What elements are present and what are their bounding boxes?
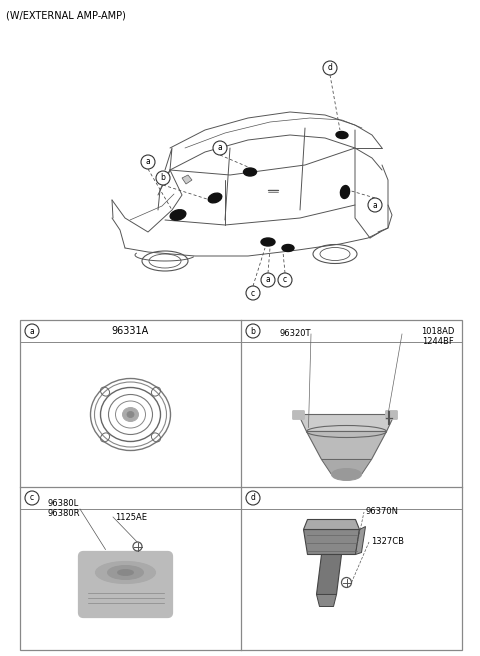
Ellipse shape xyxy=(208,193,222,203)
Polygon shape xyxy=(303,529,360,554)
Text: c: c xyxy=(283,276,287,285)
Ellipse shape xyxy=(243,168,256,176)
Text: 1018AD: 1018AD xyxy=(420,327,454,337)
Ellipse shape xyxy=(282,245,294,251)
Text: c: c xyxy=(30,493,34,502)
Polygon shape xyxy=(356,527,365,554)
Ellipse shape xyxy=(96,562,156,583)
Circle shape xyxy=(25,491,39,505)
Text: (W/EXTERNAL AMP-AMP): (W/EXTERNAL AMP-AMP) xyxy=(6,10,126,20)
Circle shape xyxy=(368,198,382,212)
Ellipse shape xyxy=(108,565,144,579)
Circle shape xyxy=(246,324,260,338)
Text: 96380L: 96380L xyxy=(48,499,79,508)
Circle shape xyxy=(278,273,292,287)
Circle shape xyxy=(133,542,142,551)
Text: 1125AE: 1125AE xyxy=(115,512,147,522)
Text: 96331A: 96331A xyxy=(112,326,149,336)
Text: 1327CB: 1327CB xyxy=(371,537,404,546)
Text: 96380R: 96380R xyxy=(48,508,81,518)
Ellipse shape xyxy=(122,407,139,422)
Text: a: a xyxy=(217,144,222,152)
Ellipse shape xyxy=(332,468,361,480)
Circle shape xyxy=(246,491,260,505)
FancyBboxPatch shape xyxy=(385,411,397,419)
Text: c: c xyxy=(251,289,255,298)
Text: b: b xyxy=(161,173,166,182)
Text: b: b xyxy=(251,327,255,335)
Polygon shape xyxy=(316,554,341,594)
Bar xyxy=(20,320,462,650)
FancyBboxPatch shape xyxy=(292,411,304,419)
Text: a: a xyxy=(145,157,150,167)
FancyBboxPatch shape xyxy=(79,552,172,617)
Polygon shape xyxy=(322,459,372,474)
Text: 1244BF: 1244BF xyxy=(422,337,454,346)
Circle shape xyxy=(213,141,227,155)
Polygon shape xyxy=(299,415,395,432)
Polygon shape xyxy=(182,175,192,184)
Ellipse shape xyxy=(340,186,349,199)
Circle shape xyxy=(341,577,351,588)
Ellipse shape xyxy=(127,411,134,417)
Text: a: a xyxy=(30,327,35,335)
Circle shape xyxy=(246,286,260,300)
Circle shape xyxy=(25,324,39,338)
Text: 96320T: 96320T xyxy=(279,329,311,338)
Text: d: d xyxy=(251,493,255,502)
Circle shape xyxy=(141,155,155,169)
Circle shape xyxy=(261,273,275,287)
Polygon shape xyxy=(316,594,336,607)
Ellipse shape xyxy=(170,210,186,220)
Polygon shape xyxy=(303,520,360,529)
Text: 96370N: 96370N xyxy=(366,508,399,516)
Circle shape xyxy=(156,171,170,185)
Polygon shape xyxy=(307,432,386,459)
Circle shape xyxy=(323,61,337,75)
Text: d: d xyxy=(327,64,333,73)
Ellipse shape xyxy=(261,238,275,246)
Ellipse shape xyxy=(336,131,348,138)
Text: a: a xyxy=(265,276,270,285)
Ellipse shape xyxy=(118,569,133,575)
Text: a: a xyxy=(372,201,377,209)
